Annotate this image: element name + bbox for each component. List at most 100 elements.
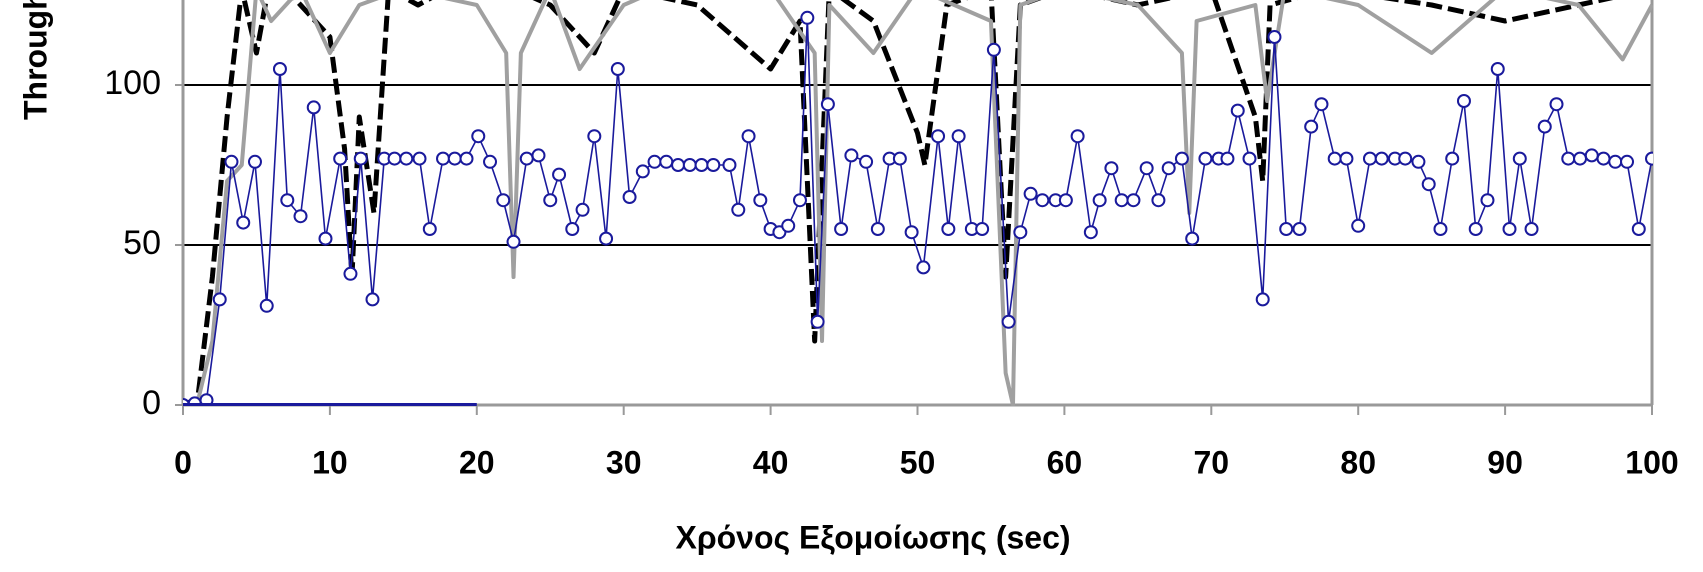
- marker: [599, 231, 614, 246]
- marker: [1314, 97, 1329, 112]
- marker: [1013, 225, 1028, 240]
- marker: [1537, 119, 1552, 134]
- marker: [333, 151, 348, 166]
- marker: [1230, 103, 1245, 118]
- y-tick-label: 50: [123, 224, 161, 262]
- marker: [1374, 151, 1389, 166]
- marker: [459, 151, 474, 166]
- marker: [706, 158, 721, 172]
- marker: [1445, 151, 1460, 166]
- marker: [1242, 151, 1257, 166]
- marker: [318, 231, 333, 246]
- marker: [1351, 218, 1366, 233]
- marker: [753, 193, 768, 208]
- marker: [543, 193, 558, 208]
- x-tick-label: 20: [459, 444, 495, 480]
- marker: [904, 225, 919, 240]
- marker: [447, 151, 462, 166]
- marker: [399, 151, 414, 166]
- marker: [506, 234, 521, 249]
- marker: [810, 314, 825, 329]
- marker: [575, 202, 590, 217]
- marker: [1292, 222, 1307, 236]
- marker: [1174, 151, 1189, 166]
- marker: [1327, 151, 1342, 166]
- x-tick-label: 30: [606, 444, 642, 480]
- marker: [800, 10, 815, 25]
- marker: [635, 164, 650, 179]
- marker: [483, 154, 498, 169]
- series-line: [183, 17, 1653, 406]
- marker: [565, 222, 580, 236]
- marker: [694, 158, 709, 172]
- plot-area: [183, 0, 1653, 406]
- marker: [1083, 225, 1098, 240]
- x-tick-label: 40: [753, 444, 789, 480]
- marker: [1035, 193, 1050, 208]
- marker: [820, 97, 835, 112]
- marker: [1058, 193, 1073, 208]
- marker: [1161, 161, 1176, 176]
- marker: [622, 190, 637, 204]
- marker: [247, 154, 262, 169]
- x-tick-label: 70: [1194, 444, 1230, 480]
- marker: [1573, 151, 1588, 166]
- marker: [1070, 129, 1085, 144]
- marker: [1502, 222, 1517, 236]
- marker: [1139, 161, 1154, 176]
- marker: [259, 298, 274, 313]
- marker: [1421, 177, 1436, 192]
- marker: [986, 42, 1001, 57]
- marker: [1114, 193, 1129, 208]
- marker: [892, 151, 907, 166]
- marker: [519, 151, 534, 166]
- y-tick-label: 100: [104, 64, 161, 102]
- marker: [1267, 30, 1282, 44]
- marker: [931, 129, 946, 144]
- marker: [722, 158, 737, 172]
- marker: [224, 154, 239, 169]
- marker: [1631, 222, 1646, 236]
- marker: [1304, 119, 1319, 134]
- marker: [1524, 222, 1539, 236]
- marker: [1001, 314, 1016, 329]
- marker: [236, 215, 251, 230]
- marker: [659, 154, 674, 169]
- marker: [916, 260, 931, 275]
- marker: [741, 129, 756, 144]
- marker: [387, 151, 402, 166]
- marker: [941, 222, 956, 236]
- marker: [1198, 151, 1213, 166]
- marker: [552, 167, 567, 182]
- marker: [422, 222, 437, 236]
- marker: [293, 209, 308, 224]
- marker: [731, 202, 746, 217]
- marker: [859, 154, 874, 169]
- marker: [1126, 193, 1141, 208]
- marker: [975, 222, 990, 236]
- marker: [1584, 148, 1599, 163]
- marker: [1645, 151, 1653, 166]
- marker: [1596, 151, 1611, 166]
- x-tick-label: 0: [174, 444, 192, 480]
- y-tick-label: 0: [142, 384, 161, 422]
- marker: [1561, 151, 1576, 166]
- marker: [1480, 193, 1495, 208]
- marker: [496, 193, 511, 208]
- marker: [272, 62, 287, 76]
- marker: [212, 292, 227, 307]
- marker: [870, 222, 885, 236]
- marker: [834, 222, 849, 236]
- marker: [306, 100, 321, 115]
- marker: [1411, 154, 1426, 169]
- marker: [436, 151, 451, 166]
- marker: [792, 193, 807, 208]
- series-line: [183, 0, 1653, 406]
- marker: [1490, 62, 1505, 76]
- marker: [1512, 151, 1527, 166]
- marker: [610, 62, 625, 76]
- marker: [353, 151, 368, 166]
- marker: [671, 158, 686, 172]
- series-line: [183, 0, 1614, 406]
